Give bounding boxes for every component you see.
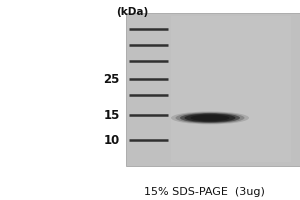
Ellipse shape bbox=[171, 111, 249, 124]
Text: 10: 10 bbox=[104, 134, 120, 147]
Text: 25: 25 bbox=[103, 73, 120, 86]
Text: (kDa): (kDa) bbox=[116, 7, 148, 17]
Bar bbox=[126, 13, 300, 166]
Text: 15% SDS-PAGE  (3ug): 15% SDS-PAGE (3ug) bbox=[144, 187, 264, 197]
Ellipse shape bbox=[180, 113, 240, 123]
Ellipse shape bbox=[190, 115, 230, 121]
Bar bbox=[171, 16, 291, 162]
Ellipse shape bbox=[176, 112, 244, 124]
Text: 15: 15 bbox=[103, 109, 120, 122]
Ellipse shape bbox=[184, 114, 236, 122]
